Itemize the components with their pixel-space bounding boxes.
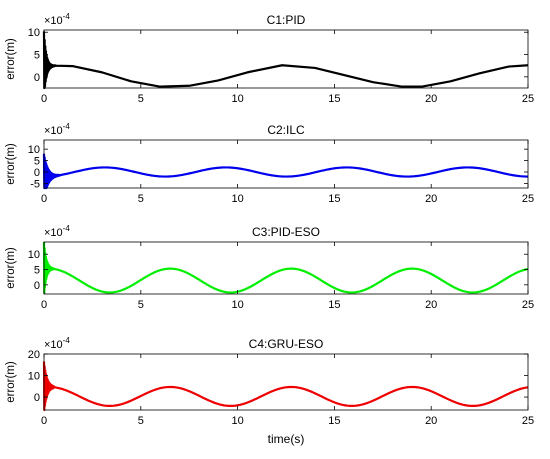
- exponent-power: -4: [63, 12, 71, 21]
- subplot-3: C3:PID-ESO ×10-4 error(m) 0 5 10 15 20 25 0 5 10: [5, 224, 534, 311]
- subplot-title: C4:GRU-ESO: [249, 337, 324, 351]
- x-tick-label: 10: [231, 415, 243, 427]
- axes-box: [43, 29, 529, 89]
- subplot-4: C4:GRU-ESO ×10-4 error(m) 0 5 10 15 20 25 0 10 20: [5, 336, 534, 427]
- series-line: [42, 361, 529, 412]
- subplot-title: C1:PID: [267, 13, 306, 27]
- series-line: [42, 241, 529, 295]
- y-tick-label: 5: [34, 156, 40, 168]
- y-tick-label: 0: [34, 280, 40, 292]
- x-tick-label: 0: [41, 299, 47, 311]
- y-tick-label: 0: [34, 392, 40, 404]
- y-tick-label: 10: [28, 144, 40, 156]
- y-tick-label: -5: [30, 178, 40, 190]
- x-tick-label: 20: [425, 415, 437, 427]
- exponent-label: ×10-4: [44, 224, 70, 239]
- subplot-1: C1:PID ×10-4 error(m) 0 5 10 15 20 25 0 5 10: [5, 12, 534, 105]
- exponent-base: ×10: [44, 125, 63, 137]
- x-tick-label: 25: [522, 415, 534, 427]
- series-line: [42, 31, 529, 90]
- x-tick-label: 0: [41, 415, 47, 427]
- x-tick-label: 5: [138, 193, 144, 205]
- y-tick-label: 10: [28, 27, 40, 39]
- y-axis-label: error(m): [5, 38, 17, 80]
- y-tick-label: 10: [28, 371, 40, 383]
- x-tick-label: 10: [231, 93, 243, 105]
- series-line: [42, 153, 529, 190]
- exponent-label: ×10-4: [44, 12, 70, 27]
- exponent-label: ×10-4: [44, 336, 70, 351]
- subplot-title: C2:ILC: [267, 123, 305, 137]
- x-tick-label: 15: [328, 415, 340, 427]
- y-axis-label: error(m): [5, 247, 17, 289]
- y-tick-label: 10: [28, 249, 40, 261]
- x-tick-label: 20: [425, 193, 437, 205]
- exponent-base: ×10: [44, 227, 63, 239]
- x-axis-label: time(s): [268, 432, 305, 446]
- axes-box: [43, 139, 529, 189]
- y-tick-label: 5: [34, 50, 40, 62]
- y-axis-label: error(m): [5, 361, 17, 403]
- x-tick-label: 5: [138, 415, 144, 427]
- exponent-power: -4: [63, 224, 71, 233]
- x-tick-label: 15: [328, 93, 340, 105]
- x-tick-label: 10: [231, 299, 243, 311]
- exponent-power: -4: [63, 336, 71, 345]
- y-tick-label: 0: [34, 167, 40, 179]
- x-tick-label: 20: [425, 299, 437, 311]
- subplot-title: C3:PID-ESO: [252, 225, 320, 239]
- x-tick-label: 25: [522, 299, 534, 311]
- x-tick-label: 25: [522, 193, 534, 205]
- x-tick-label: 5: [138, 93, 144, 105]
- exponent-base: ×10: [44, 339, 63, 351]
- x-tick-label: 15: [328, 193, 340, 205]
- exponent-base: ×10: [44, 15, 63, 27]
- y-tick-label: 5: [34, 265, 40, 277]
- y-tick-label: 0: [34, 72, 40, 84]
- y-axis-label: error(m): [5, 143, 17, 185]
- x-tick-label: 15: [328, 299, 340, 311]
- x-tick-label: 10: [231, 193, 243, 205]
- x-tick-label: 5: [138, 299, 144, 311]
- x-tick-label: 25: [522, 93, 534, 105]
- x-tick-label: 20: [425, 93, 437, 105]
- exponent-power: -4: [63, 122, 71, 131]
- x-tick-label: 0: [41, 193, 47, 205]
- axes-box: [43, 241, 529, 295]
- axes-box: [43, 353, 529, 411]
- x-tick-label: 0: [41, 93, 47, 105]
- exponent-label: ×10-4: [44, 122, 70, 137]
- y-tick-label: 20: [28, 349, 40, 361]
